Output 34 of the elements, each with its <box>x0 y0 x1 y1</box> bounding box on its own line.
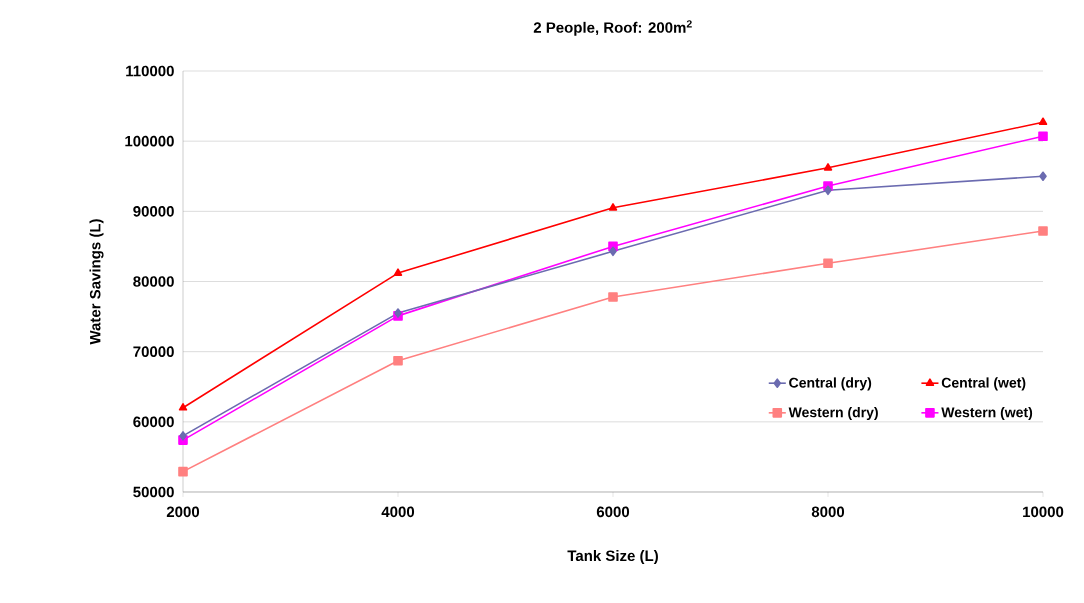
point <box>1039 171 1047 182</box>
point <box>1038 117 1048 126</box>
x-tick-label: 6000 <box>596 506 630 518</box>
legend-label: Central (dry) <box>789 377 872 391</box>
y-tick-label: 90000 <box>133 206 174 217</box>
x-axis-title: Tank Size (L) <box>567 550 658 564</box>
x-tick-label: 2000 <box>166 506 200 518</box>
point <box>393 268 403 276</box>
y-tick-label: 50000 <box>133 486 174 498</box>
chart-title: 2 People, Roof: 200m$^{2}$ <box>533 20 692 36</box>
y-tick-label: 70000 <box>133 346 174 357</box>
point <box>178 403 188 411</box>
legend-label: Central (wet) <box>941 377 1026 391</box>
y-tick-label: 110000 <box>126 65 174 77</box>
point <box>1038 226 1048 236</box>
y-tick-label: 100000 <box>125 135 174 147</box>
point <box>823 163 833 171</box>
point <box>823 258 833 269</box>
point <box>609 246 617 257</box>
point <box>608 203 618 211</box>
y-axis-title: Water Savings (L) <box>89 219 104 345</box>
point <box>393 355 403 366</box>
y-tick-label: 80000 <box>133 276 174 287</box>
y-tick-label: 60000 <box>133 416 174 428</box>
point <box>608 292 618 302</box>
legend-label: Western (dry) <box>788 407 878 421</box>
point <box>178 466 188 477</box>
point <box>179 431 187 441</box>
point <box>824 185 832 196</box>
point <box>1038 131 1048 142</box>
x-tick-label: 10000 <box>1023 506 1064 518</box>
x-tick-label: 8000 <box>811 506 845 518</box>
legend-label: Western (wet) <box>941 407 1033 421</box>
x-tick-label: 4000 <box>381 506 415 518</box>
